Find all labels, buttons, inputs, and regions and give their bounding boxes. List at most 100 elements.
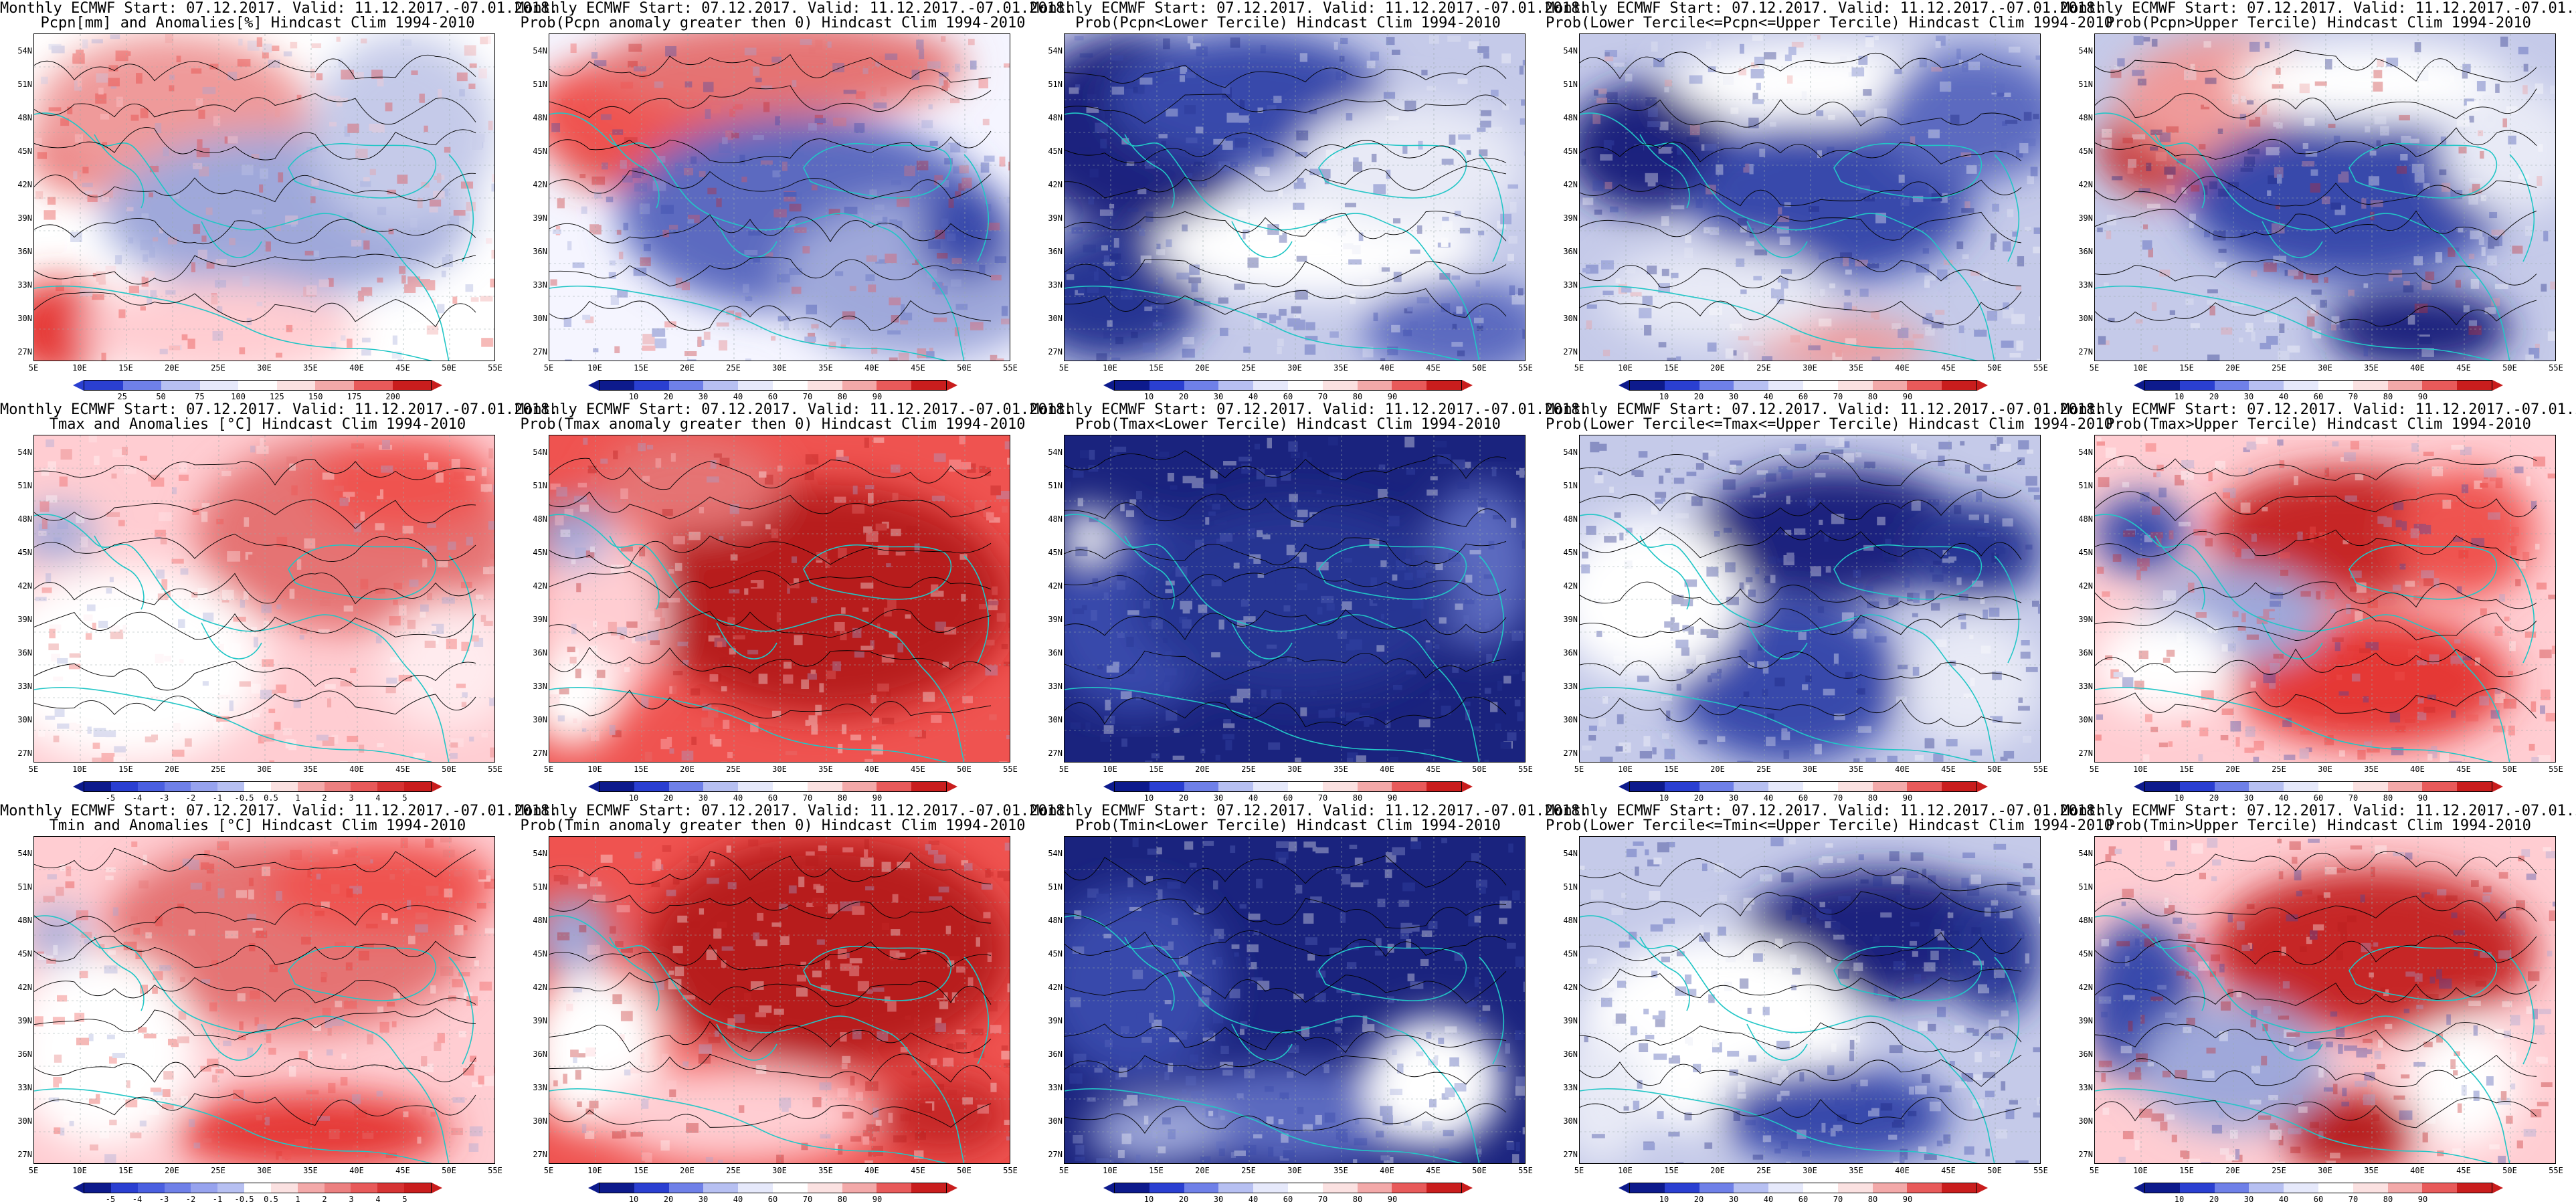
colorbar-label: 40 [733, 793, 743, 803]
longitude-label: 5E [1059, 765, 1069, 774]
colorbar-label: 0.5 [264, 793, 278, 803]
colorbar-label: 90 [2417, 793, 2428, 803]
longitude-label: 45E [395, 765, 410, 774]
field-anomaly-area [642, 837, 1010, 1066]
colorbar-label: 30 [1728, 793, 1739, 803]
latitude-label: 42N [533, 581, 547, 591]
colorbar-swatch [164, 782, 191, 791]
longitude-label: 20E [680, 1166, 695, 1175]
colorbar-low-arrow [73, 781, 84, 792]
colorbar-label: 10 [2174, 1195, 2185, 1204]
latitude-label: 48N [1563, 916, 1578, 925]
latitude-label: 51N [17, 481, 32, 490]
longitude-label: 15E [1149, 363, 1164, 373]
latitude-label: 42N [17, 180, 32, 189]
colorbar-swatch [1287, 381, 1323, 390]
colorbar-swatch [2457, 1183, 2492, 1193]
longitude-label: 10E [1618, 363, 1633, 373]
longitude-label: 30E [1803, 1166, 1817, 1175]
longitude-label: 20E [1195, 1166, 1210, 1175]
longitude-label: 30E [257, 363, 272, 373]
latitude-label: 39N [1563, 213, 1578, 223]
graticule [549, 34, 1010, 361]
coastline [1580, 514, 2020, 762]
colorbar-swatch [1149, 782, 1184, 791]
colorbar-label: -0.5 [234, 793, 254, 803]
panel-title-line2: Prob(Pcpn<Lower Tercile) Hindcast Clim 1… [1075, 15, 1501, 31]
colorbar-low-arrow [1103, 781, 1114, 792]
longitude-label: 55E [1003, 363, 1018, 373]
field-anomaly-area [1364, 1017, 1503, 1148]
longitude-label: 35E [303, 363, 318, 373]
latitude-label: 27N [1563, 1150, 1578, 1159]
latitude-label: 39N [2078, 1016, 2093, 1025]
latitude-label: 42N [533, 983, 547, 992]
colorbar-swatch [1872, 782, 1908, 791]
field-anomaly-area [1879, 50, 2040, 182]
panel-title-line1: Monthly ECMWF Start: 07.12.2017. Valid: … [2061, 803, 2576, 819]
longitude-label: 35E [1333, 765, 1348, 774]
map-field [1579, 435, 2041, 763]
latitude-label: 36N [1048, 247, 1063, 256]
latitude-label: 54N [533, 447, 547, 457]
coastline [1065, 514, 1505, 762]
latitude-label: 51N [533, 882, 547, 892]
longitude-label: 30E [772, 363, 787, 373]
latitude-label: 27N [1048, 347, 1063, 357]
colorbar-swatch [1392, 1183, 1427, 1193]
colorbar-swatch [1699, 381, 1734, 390]
colorbar-label: 80 [1352, 1195, 1363, 1204]
latitude-label: 54N [2078, 447, 2093, 457]
colorbar-swatch [315, 381, 354, 390]
colorbar-high-arrow [2492, 781, 2503, 792]
longitude-label: 45E [395, 1166, 410, 1175]
longitude-label: 5E [1059, 363, 1069, 373]
longitude-label: 40E [2410, 363, 2425, 373]
latitude-label: 54N [1048, 849, 1063, 858]
colorbar-swatch [1287, 1183, 1323, 1193]
latitude-label: 36N [1563, 1049, 1578, 1059]
colorbar-swatch [1218, 381, 1254, 390]
latitude-label: 33N [533, 280, 547, 290]
latitude-label: 27N [17, 347, 32, 357]
longitude-label: 25E [1241, 765, 1256, 774]
colorbar-swatch [1115, 782, 1149, 791]
colorbar-label: 30 [1213, 793, 1224, 803]
contour-lines [549, 851, 992, 1128]
latitude-label: 39N [1048, 615, 1063, 624]
colorbar-high-arrow [1977, 380, 1988, 391]
colorbar-label: 10 [1659, 1195, 1669, 1204]
latitude-label: 48N [1563, 113, 1578, 122]
colorbar-swatch [703, 381, 739, 390]
latitude-label: 27N [1563, 748, 1578, 758]
colorbar-high-arrow [947, 380, 957, 391]
colorbar-swatch [2353, 782, 2388, 791]
colorbar-swatch [270, 1183, 298, 1193]
longitude-label: 15E [2179, 765, 2194, 774]
colorbar-label: 70 [2348, 392, 2359, 401]
coastline [1065, 915, 1505, 1163]
latitude-label: 33N [1563, 682, 1578, 691]
colorbar-swatch [600, 381, 634, 390]
colorbar-swatch [84, 782, 111, 791]
panel-title-line1: Monthly ECMWF Start: 07.12.2017. Valid: … [1030, 803, 1589, 819]
colorbar-high-arrow [947, 781, 957, 792]
field-anomaly-area [872, 1076, 1010, 1155]
longitude-label: 40E [864, 1166, 879, 1175]
longitude-label: 10E [72, 363, 87, 373]
longitude-label: 35E [1849, 765, 1863, 774]
graticule [1580, 34, 2040, 361]
forecast-panel: Monthly ECMWF Start: 07.12.2017. Valid: … [1030, 0, 1588, 401]
colorbar-label: 40 [733, 1195, 743, 1204]
longitude-label: 45E [1426, 1166, 1441, 1175]
latitude-label: 27N [533, 347, 547, 357]
longitude-label: 30E [257, 765, 272, 774]
colorbar [2144, 781, 2492, 792]
colorbar-label: 70 [802, 793, 813, 803]
colorbar-swatch [2249, 381, 2284, 390]
colorbar-swatch [297, 782, 325, 791]
longitude-label: 5E [543, 363, 554, 373]
latitude-label: 30N [1048, 314, 1063, 323]
colorbar-label: 10 [1143, 392, 1154, 401]
colorbar [599, 1183, 947, 1193]
